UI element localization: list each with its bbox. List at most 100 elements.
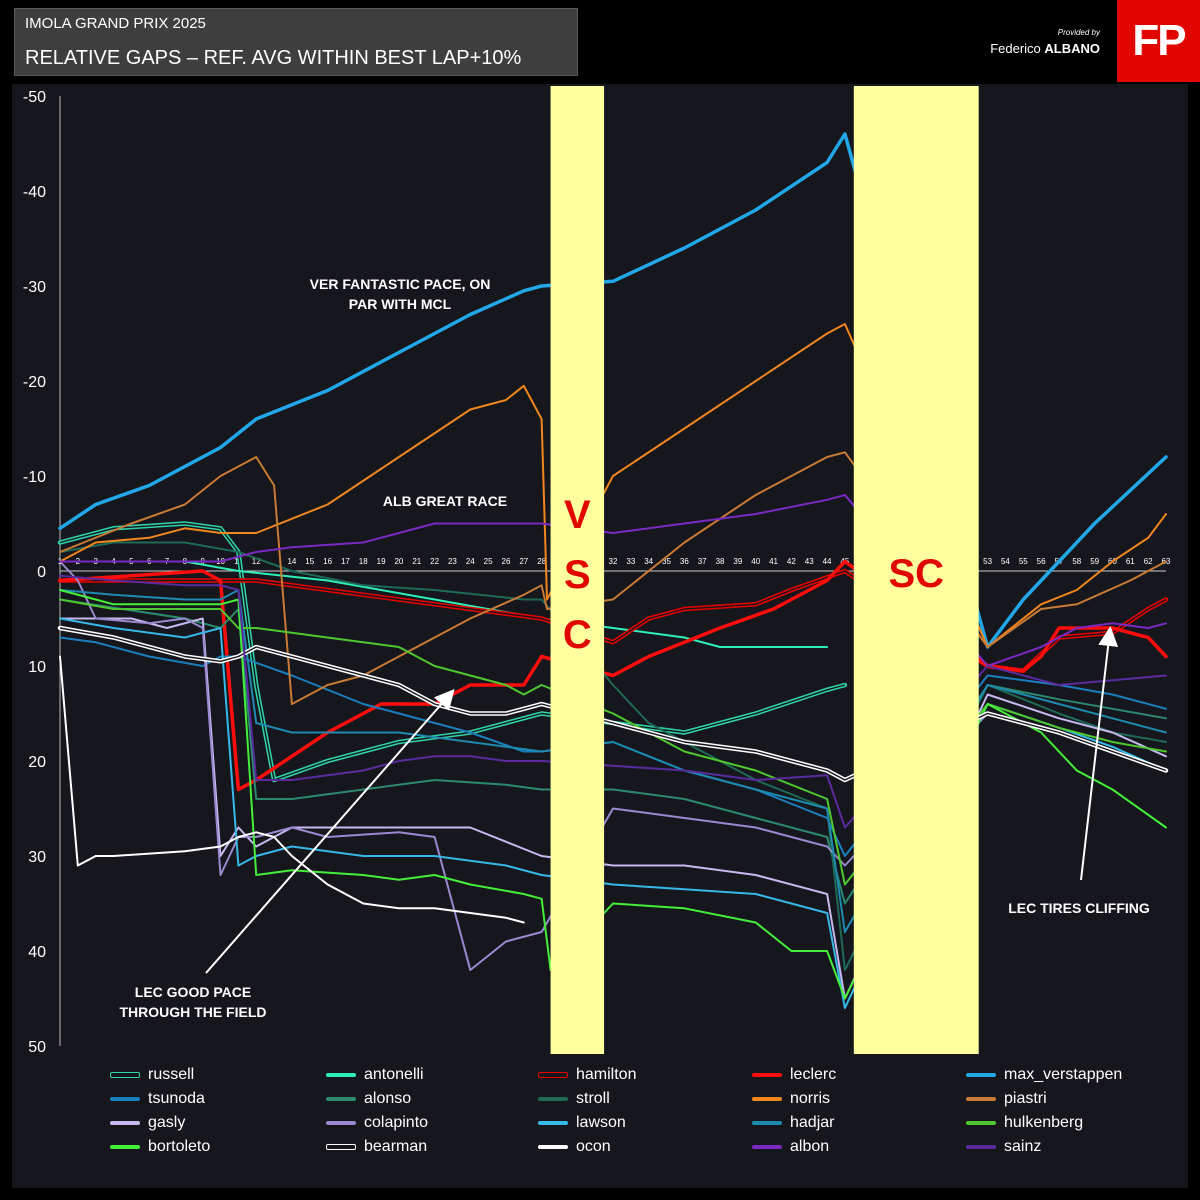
legend-label: hadjar <box>790 1114 835 1131</box>
legend-label: stroll <box>576 1090 610 1107</box>
legend-item-tsunoda: tsunoda <box>110 1088 205 1110</box>
chart-subtitle: RELATIVE GAPS – REF. AVG WITHIN BEST LAP… <box>25 47 522 69</box>
series-albon <box>59 494 1167 667</box>
x-tick-label: 28 <box>537 557 546 566</box>
x-tick-label: 38 <box>716 557 725 566</box>
legend-item-colapinto: colapinto <box>326 1112 428 1134</box>
legend-item-sainz: sainz <box>966 1136 1041 1158</box>
legend-item-norris: norris <box>752 1088 830 1110</box>
legend-swatch <box>966 1073 996 1077</box>
legend-swatch <box>752 1121 782 1125</box>
legend-swatch <box>326 1073 356 1077</box>
legend-item-bortoleto: bortoleto <box>110 1136 210 1158</box>
legend-swatch <box>966 1097 996 1101</box>
series-piastri <box>59 451 1167 705</box>
legend-swatch <box>966 1121 996 1125</box>
x-tick-label: 62 <box>1144 557 1153 566</box>
x-tick-label: 20 <box>394 557 403 566</box>
legend-label: sainz <box>1004 1138 1042 1155</box>
x-tick-label: 32 <box>609 557 618 566</box>
legend-swatch <box>538 1145 568 1149</box>
legend-label: tsunoda <box>148 1090 205 1107</box>
legend-label: colapinto <box>364 1114 429 1131</box>
y-tick-label: -10 <box>23 469 46 486</box>
series-line-inner <box>59 522 846 781</box>
y-tick-label: 0 <box>37 564 46 581</box>
legend-swatch <box>110 1097 140 1101</box>
x-tick-label: 26 <box>502 557 511 566</box>
x-tick-label: 36 <box>680 557 689 566</box>
y-tick-label: -40 <box>23 184 46 201</box>
x-tick-label: 35 <box>662 557 671 566</box>
legend-item-russell: russell <box>110 1064 194 1086</box>
sc-label: SC <box>888 552 944 596</box>
series-norris <box>59 323 1167 648</box>
legend-swatch <box>110 1121 140 1125</box>
x-tick-label: 55 <box>1019 557 1028 566</box>
annotation-text-line: VER FANTASTIC PACE, ON <box>310 276 491 292</box>
legend-item-hulkenberg: hulkenberg <box>966 1112 1083 1134</box>
vsc-label-letter: V <box>564 493 591 537</box>
arrow-lec-tires <box>1080 626 1119 881</box>
y-tick-label: 40 <box>28 944 46 961</box>
series-line <box>59 451 1167 705</box>
legend-label: hamilton <box>576 1066 637 1083</box>
legend-swatch <box>326 1121 356 1125</box>
y-tick-label: 30 <box>28 849 46 866</box>
sc-band <box>853 86 979 1054</box>
x-tick-label: 14 <box>287 557 296 566</box>
x-tick-label: 39 <box>733 557 742 566</box>
legend-swatch <box>538 1121 568 1125</box>
legend-item-leclerc: leclerc <box>752 1064 836 1086</box>
vsc-label-letter: S <box>564 553 591 597</box>
x-tick-label: 40 <box>751 557 760 566</box>
legend-label: bortoleto <box>148 1138 211 1155</box>
event-title: IMOLA GRAND PRIX 2025 <box>25 15 206 32</box>
legend-label: albon <box>790 1138 830 1155</box>
legend-label: alonso <box>364 1090 412 1107</box>
annotation-text-line: LEC GOOD PACE <box>135 984 251 1000</box>
legend-item-lawson: lawson <box>538 1112 626 1134</box>
legend-label: max_verstappen <box>1004 1066 1123 1083</box>
provided-by-label: Provided by <box>1057 28 1100 37</box>
x-tick-label: 53 <box>983 557 992 566</box>
legend-item-ocon: ocon <box>538 1136 611 1158</box>
annotation-lec-tires: LEC TIRES CLIFFING <box>1008 900 1150 916</box>
y-tick-label: -30 <box>23 279 46 296</box>
legend-item-hamilton: hamilton <box>538 1064 636 1086</box>
legend-swatch <box>752 1145 782 1149</box>
legend-label: lawson <box>576 1114 626 1131</box>
series-line <box>59 560 1167 971</box>
series-line <box>58 132 1168 649</box>
title-box: IMOLA GRAND PRIX 2025 RELATIVE GAPS – RE… <box>14 8 578 76</box>
vsc-band <box>550 86 605 1054</box>
legend-swatch <box>326 1097 356 1101</box>
series-line <box>59 655 525 924</box>
x-tick-label: 23 <box>448 557 457 566</box>
annotation-text-line: PAR WITH MCL <box>349 296 452 312</box>
y-tick-label: -20 <box>23 374 46 391</box>
vsc-label-letter: C <box>563 613 592 657</box>
legend-item-albon: albon <box>752 1136 829 1158</box>
annotation-lec-good-pace: LEC GOOD PACE THROUGH THE FIELD <box>120 984 267 1020</box>
y-tick-label: -50 <box>23 89 46 106</box>
x-tick-label: 21 <box>412 557 421 566</box>
legend-label: gasly <box>148 1114 186 1131</box>
legend-item-hadjar: hadjar <box>752 1112 834 1134</box>
legend-swatch <box>752 1073 782 1077</box>
author-first-name: Federico <box>990 41 1041 56</box>
annotation-text-line: THROUGH THE FIELD <box>120 1004 267 1020</box>
series-colapinto <box>59 560 1167 971</box>
legend-label: antonelli <box>364 1066 424 1083</box>
legend-label: russell <box>148 1066 195 1083</box>
legend-swatch <box>538 1097 568 1101</box>
annotation-text-line: ALB GREAT RACE <box>383 493 507 509</box>
author-credit: Federico ALBANO <box>990 41 1100 56</box>
legend-swatch <box>326 1144 356 1150</box>
legend-item-piastri: piastri <box>966 1088 1047 1110</box>
x-tick-label: 25 <box>484 557 493 566</box>
legend-label: hulkenberg <box>1004 1114 1084 1131</box>
x-tick-label: 17 <box>341 557 350 566</box>
x-tick-label: 56 <box>1037 557 1046 566</box>
